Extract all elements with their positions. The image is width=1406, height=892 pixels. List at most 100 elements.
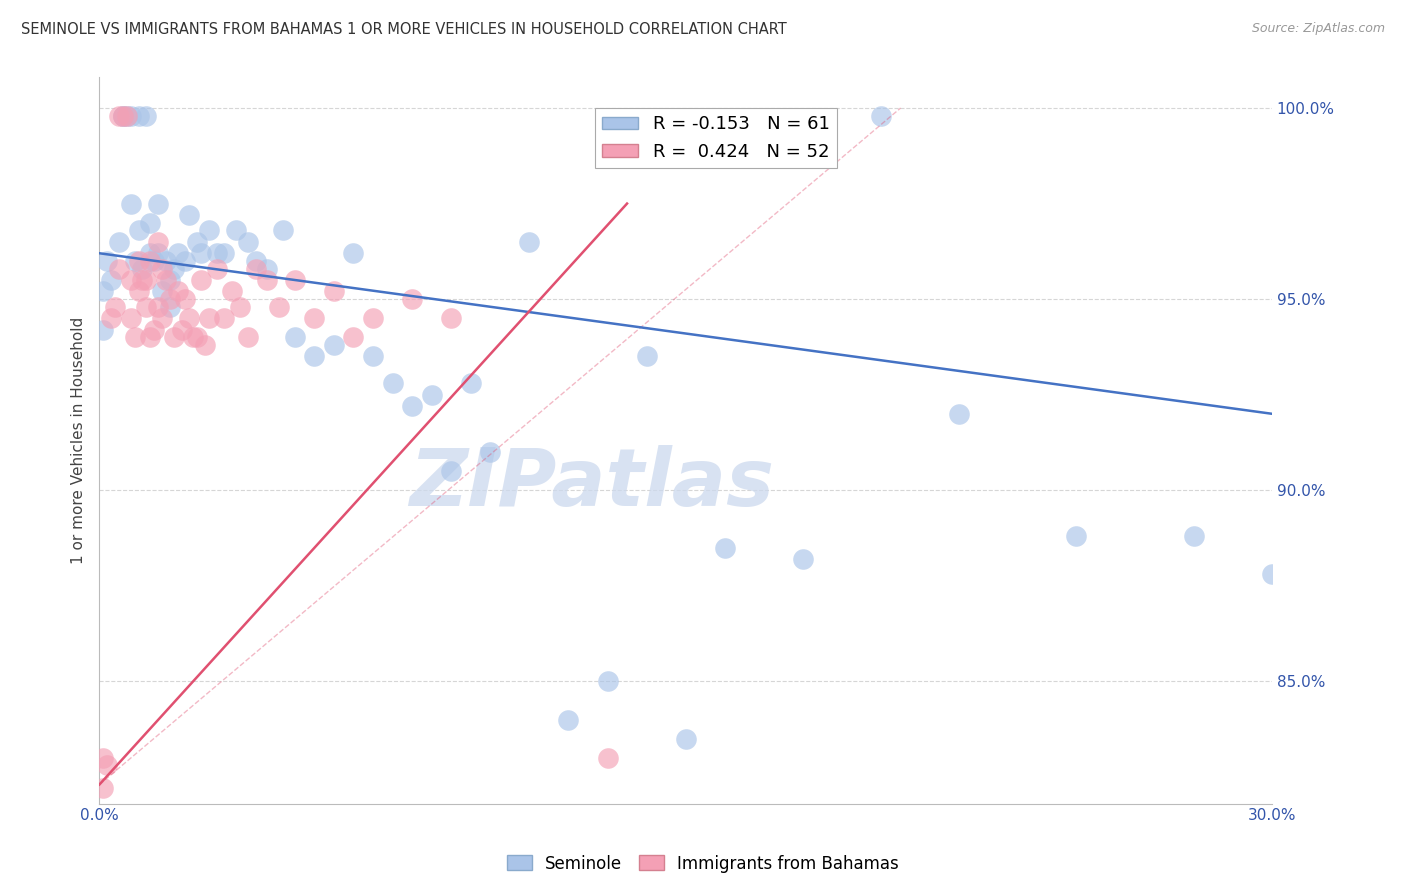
Point (135, 273, 157, 287)
Point (205, 261, 228, 276)
Point (198, 223, 221, 237)
Point (342, 246, 364, 260)
Text: Source: ZipAtlas.com: Source: ZipAtlas.com (1251, 22, 1385, 36)
Point (166, 246, 188, 260)
Point (155, 273, 177, 287)
Point (1261, 567, 1284, 582)
Point (256, 273, 278, 287)
Point (1066, 529, 1088, 543)
Point (139, 330, 162, 344)
Point (163, 330, 186, 344)
Point (792, 552, 814, 566)
Point (304, 350, 326, 364)
Point (190, 246, 212, 260)
Point (139, 216, 162, 230)
Point (120, 109, 142, 123)
Point (163, 261, 186, 276)
Text: ZIPatlas: ZIPatlas (409, 445, 775, 523)
Point (1182, 529, 1205, 543)
Point (174, 292, 197, 306)
Point (269, 300, 291, 314)
Point (596, 674, 619, 689)
Point (221, 285, 243, 299)
Point (150, 311, 173, 326)
Point (460, 376, 482, 391)
Point (284, 273, 307, 287)
Point (323, 338, 346, 352)
Point (108, 235, 131, 249)
Point (150, 261, 173, 276)
Point (420, 387, 443, 401)
Point (174, 253, 197, 268)
Point (214, 246, 236, 260)
Point (139, 253, 162, 268)
Point (120, 273, 142, 287)
Point (93, 285, 115, 299)
Point (93, 781, 115, 796)
Point (186, 330, 208, 344)
Point (236, 235, 259, 249)
Point (115, 109, 138, 123)
Point (713, 541, 735, 555)
Point (304, 311, 326, 326)
Point (179, 311, 201, 326)
Point (96, 253, 118, 268)
Point (440, 311, 463, 326)
Point (194, 338, 217, 352)
Text: SEMINOLE VS IMMIGRANTS FROM BAHAMAS 1 OR MORE VEHICLES IN HOUSEHOLD CORRELATION : SEMINOLE VS IMMIGRANTS FROM BAHAMAS 1 OR… (21, 22, 787, 37)
Point (256, 261, 278, 276)
Point (342, 330, 364, 344)
Point (128, 253, 150, 268)
Point (143, 323, 166, 337)
Point (131, 273, 153, 287)
Point (198, 311, 221, 326)
Point (100, 311, 122, 326)
Point (323, 285, 346, 299)
Point (120, 196, 142, 211)
Point (93, 323, 115, 337)
Point (159, 300, 181, 314)
Point (131, 261, 153, 276)
Point (159, 273, 181, 287)
Point (675, 731, 697, 746)
Point (214, 311, 236, 326)
Point (361, 311, 384, 326)
Point (155, 253, 177, 268)
Point (128, 109, 150, 123)
Point (108, 261, 131, 276)
Point (150, 285, 173, 299)
Point (96, 758, 118, 772)
Point (111, 109, 134, 123)
Point (146, 196, 169, 211)
Point (381, 376, 404, 391)
Point (190, 273, 212, 287)
Point (361, 350, 384, 364)
Point (948, 407, 970, 421)
Point (108, 109, 131, 123)
Point (557, 713, 579, 727)
Point (596, 751, 619, 765)
Point (115, 109, 138, 123)
Point (245, 261, 267, 276)
Point (517, 235, 540, 249)
Point (135, 300, 157, 314)
Point (229, 300, 252, 314)
Point (146, 300, 169, 314)
Point (128, 223, 150, 237)
Point (186, 235, 208, 249)
Point (139, 246, 162, 260)
Point (124, 253, 146, 268)
Point (245, 253, 267, 268)
Point (111, 109, 134, 123)
Point (100, 273, 122, 287)
Point (111, 109, 134, 123)
Point (870, 109, 893, 123)
Point (159, 292, 181, 306)
Point (120, 311, 142, 326)
Point (181, 330, 204, 344)
Point (401, 399, 423, 413)
Point (225, 223, 247, 237)
Point (271, 223, 294, 237)
Point (135, 109, 157, 123)
Legend: Seminole, Immigrants from Bahamas: Seminole, Immigrants from Bahamas (501, 848, 905, 880)
